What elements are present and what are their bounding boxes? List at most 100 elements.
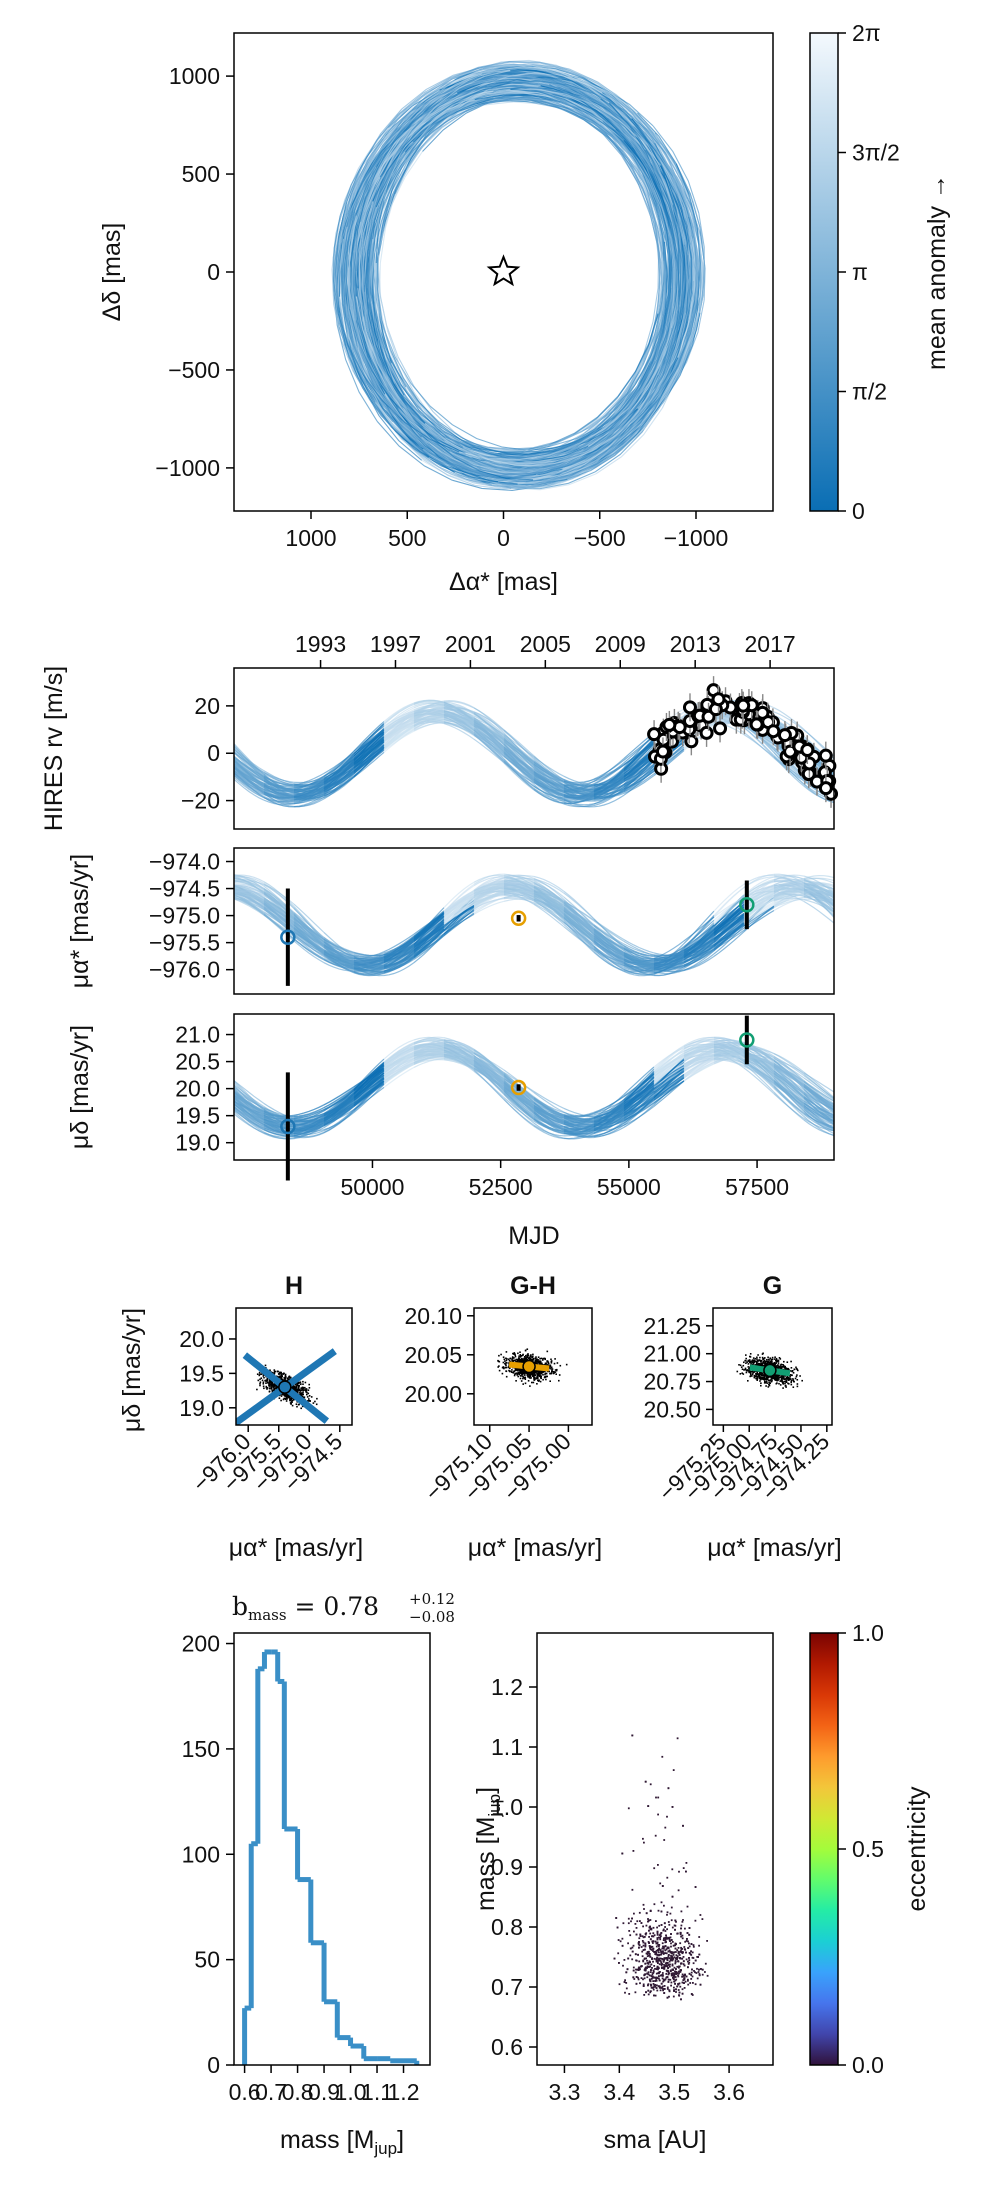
model-track: [773, 898, 805, 908]
colorbar-tick-label: π/2: [852, 379, 887, 405]
orbit-track: [360, 289, 390, 378]
y-axis-label: HIRES rv [m/s]: [40, 666, 68, 831]
model-track: [533, 775, 565, 796]
model-track: [473, 713, 505, 739]
orbit-track: [549, 421, 632, 462]
orbit-track: [339, 238, 350, 339]
year-tick-label: 2013: [670, 631, 721, 657]
orbit-track: [571, 422, 642, 476]
orbit-track: [371, 201, 385, 296]
orbit-track: [525, 451, 606, 483]
orbit-track: [667, 253, 682, 356]
orbit-track: [461, 448, 550, 464]
orbit-track: [354, 144, 400, 226]
model-track: [743, 727, 775, 758]
rv-point: [766, 724, 781, 739]
orbit-track: [486, 81, 578, 94]
model-track: [533, 778, 565, 796]
orbit-track: [386, 380, 447, 456]
orbit-track: [364, 120, 414, 199]
orbit-track: [654, 260, 667, 360]
model-track: [593, 776, 625, 795]
model-track: [503, 746, 535, 771]
model-track: [473, 734, 505, 758]
orbit-track: [439, 423, 513, 460]
orbit-track: [601, 92, 662, 168]
x-axis-label: Δα* [mas]: [449, 568, 558, 596]
y-tick-label: 0: [207, 740, 220, 766]
model-track: [293, 903, 325, 933]
orbit-track: [645, 186, 660, 288]
colorbar-tick-label: 0: [852, 498, 865, 524]
orbit-track: [576, 92, 654, 150]
orbit-track: [343, 299, 380, 399]
model-track: [353, 738, 385, 762]
orbit-curves: [331, 59, 706, 491]
orbit-track: [339, 131, 388, 216]
model-track: [503, 729, 535, 757]
model-track: [383, 724, 415, 746]
model-track: [234, 772, 265, 794]
orbit-track: [569, 68, 647, 125]
rv-point: [647, 727, 662, 742]
model-track: [383, 703, 415, 726]
orbit-track: [507, 75, 587, 99]
orbit-track: [583, 93, 654, 160]
orbit-track: [367, 163, 403, 251]
model-track: [323, 752, 355, 774]
orbit-track: [592, 103, 662, 166]
orbit-track: [556, 87, 635, 141]
year-tick-label: 2017: [745, 631, 796, 657]
orbit-track: [365, 250, 377, 346]
model-track: [234, 769, 265, 793]
orbit-track: [474, 94, 562, 103]
year-tick-label: 1997: [370, 631, 421, 657]
model-track: [383, 715, 415, 735]
model-track: [594, 780, 625, 788]
colorbar-tick-label: 2π: [852, 20, 881, 46]
model-track: [473, 711, 505, 731]
orbit-track: [368, 382, 425, 461]
orbit-track: [590, 408, 656, 472]
orbit-track: [632, 169, 662, 264]
model-track: [743, 732, 775, 759]
model-track: [444, 716, 475, 724]
model-track: [443, 720, 475, 737]
orbit-track: [459, 451, 550, 461]
rv-point: [755, 705, 770, 720]
orbit-track: [364, 173, 386, 278]
model-track: [533, 781, 565, 801]
orbit-track: [383, 78, 453, 147]
model-track: [413, 714, 445, 722]
colorbar-label: mean anomaly →: [923, 174, 951, 370]
orbit-track: [345, 210, 356, 309]
orbit-track: [588, 395, 662, 463]
orbit-track: [371, 295, 402, 386]
orbit-track: [685, 244, 701, 343]
model-track: [533, 766, 565, 790]
orbit-track: [422, 90, 506, 129]
model-track: [503, 730, 535, 759]
orbit-track: [510, 88, 591, 114]
orbit-track: [478, 61, 570, 70]
model-track: [353, 728, 385, 757]
model-track: [413, 716, 445, 727]
model-track: [353, 733, 385, 761]
model-track: [443, 699, 475, 709]
orbit-track: [414, 439, 492, 478]
model-track: [473, 722, 505, 743]
model-track: [293, 783, 325, 798]
y-tick-label: 20: [194, 693, 220, 719]
model-track: [623, 770, 655, 793]
orbit-track: [352, 305, 384, 399]
model-track: [503, 760, 535, 787]
model-track: [353, 751, 385, 778]
model-curves: [234, 873, 834, 977]
orbit-track: [430, 425, 518, 451]
orbit-track: [386, 84, 467, 133]
orbit-track: [617, 313, 659, 397]
model-track: [503, 749, 535, 780]
model-track: [623, 767, 655, 790]
